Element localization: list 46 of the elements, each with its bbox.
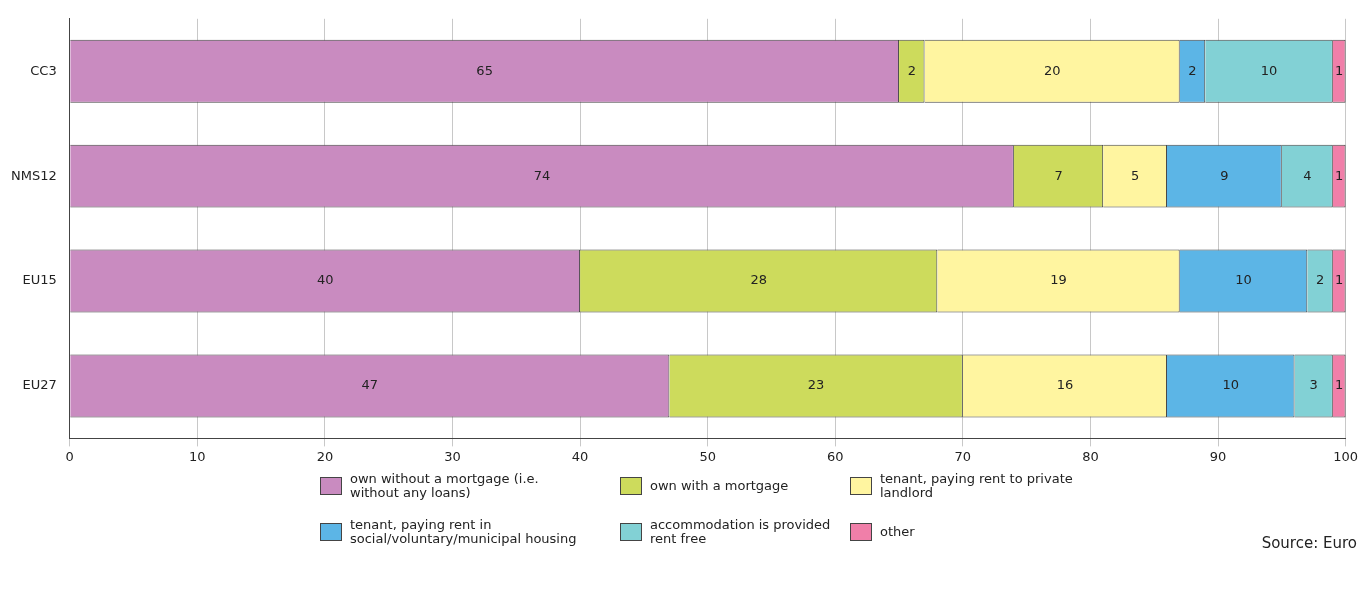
data-label: 5	[1130, 167, 1140, 183]
source-note: Source: Euro	[1261, 534, 1357, 552]
y-tick-label: EU15	[22, 272, 57, 288]
x-tick-label: 80	[1082, 448, 1099, 464]
legend-label: own with a mortgage	[650, 478, 789, 493]
legend-label: tenant, paying rent in social/voluntary/municipal housing	[350, 517, 578, 546]
x-tick-label: 0	[65, 448, 74, 464]
x-tick-label: 70	[954, 448, 972, 464]
data-label: 7	[1054, 167, 1063, 183]
data-label: 2	[907, 62, 916, 78]
y-tick-label: NMS12	[10, 167, 57, 183]
x-tick-label: 100	[1333, 448, 1359, 464]
legend-label: accommodation is provided rent free	[650, 517, 832, 546]
data-label: 28	[750, 272, 767, 288]
data-label: 10	[1260, 62, 1278, 78]
legend-label: own without a mortgage (i.e. without any loans)	[350, 471, 540, 500]
x-tick-label: 10	[189, 448, 206, 464]
legend-label: other	[880, 524, 915, 539]
x-tick-label: 90	[1209, 448, 1227, 464]
data-label: 20	[1043, 62, 1061, 78]
data-label: 16	[1056, 377, 1074, 393]
data-label: 65	[476, 62, 493, 78]
x-tick-label: 40	[571, 448, 589, 464]
data-label: 10	[1222, 377, 1240, 393]
data-label: 1	[1335, 167, 1344, 183]
data-label: 19	[1050, 272, 1067, 288]
data-label: 2	[1188, 62, 1197, 78]
data-label: 2	[1315, 272, 1325, 288]
x-tick-label: 20	[316, 448, 334, 464]
data-label: 4	[1303, 167, 1312, 183]
data-label: 3	[1309, 377, 1318, 393]
data-label: 1	[1335, 272, 1344, 288]
data-label: 47	[361, 377, 379, 393]
y-tick-label: EU27	[22, 377, 57, 393]
data-label: 1	[1335, 377, 1344, 393]
x-tick-label: 50	[699, 448, 716, 464]
data-label: 74	[533, 167, 551, 183]
data-label: 10	[1235, 272, 1252, 288]
x-tick-label: 30	[444, 448, 461, 464]
data-label: 1	[1335, 62, 1344, 78]
legend-label: tenant, paying rent to private landlord	[880, 471, 1074, 500]
x-tick-label: 60	[826, 448, 844, 464]
data-label: 9	[1220, 167, 1229, 183]
y-tick-label: CC3	[30, 62, 57, 78]
data-label: 23	[807, 377, 825, 393]
data-label: 40	[316, 272, 334, 288]
